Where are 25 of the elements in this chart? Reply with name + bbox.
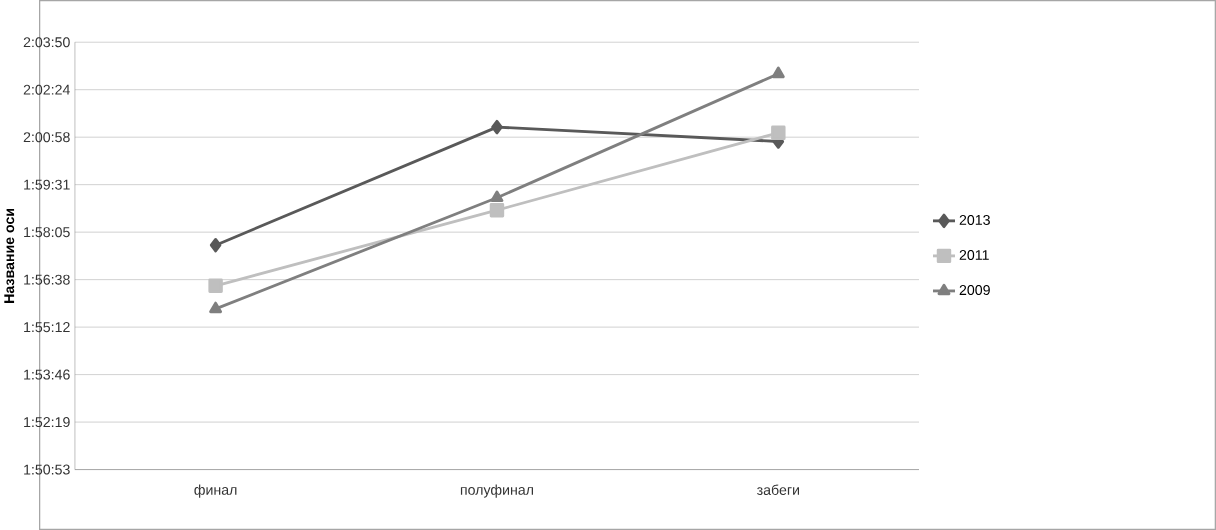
point xyxy=(491,119,503,135)
point xyxy=(208,278,223,293)
y-tick-label: 1:55:12 xyxy=(24,322,70,333)
point xyxy=(489,202,505,218)
y-tick-label: 1:59:31 xyxy=(24,179,70,190)
y-tick-label: 2:00:58 xyxy=(23,132,70,143)
x-tick-label: полуфинал xyxy=(460,484,533,498)
y-tick-label: 1:53:46 xyxy=(24,369,70,380)
point xyxy=(490,190,504,202)
legend-label: 2011 xyxy=(959,249,989,260)
y-tick-label: 1:50:53 xyxy=(24,464,70,475)
x-tick-label: забеги xyxy=(757,484,799,495)
y-tick-label: 1:58:05 xyxy=(24,227,70,238)
point xyxy=(209,237,222,253)
x-tick-label: финал xyxy=(194,484,237,498)
point xyxy=(209,301,223,314)
y-tick-label: 1:56:38 xyxy=(24,274,70,285)
legend-label: 2009 xyxy=(959,284,990,295)
legend-label: 2013 xyxy=(959,214,990,225)
point xyxy=(771,66,785,79)
y-axis-title: Название оси xyxy=(4,208,15,303)
point xyxy=(771,125,786,140)
y-tick-label: 2:02:24 xyxy=(23,84,70,95)
y-tick-label: 1:52:19 xyxy=(24,417,70,428)
y-tick-label: 2:03:50 xyxy=(23,37,70,48)
